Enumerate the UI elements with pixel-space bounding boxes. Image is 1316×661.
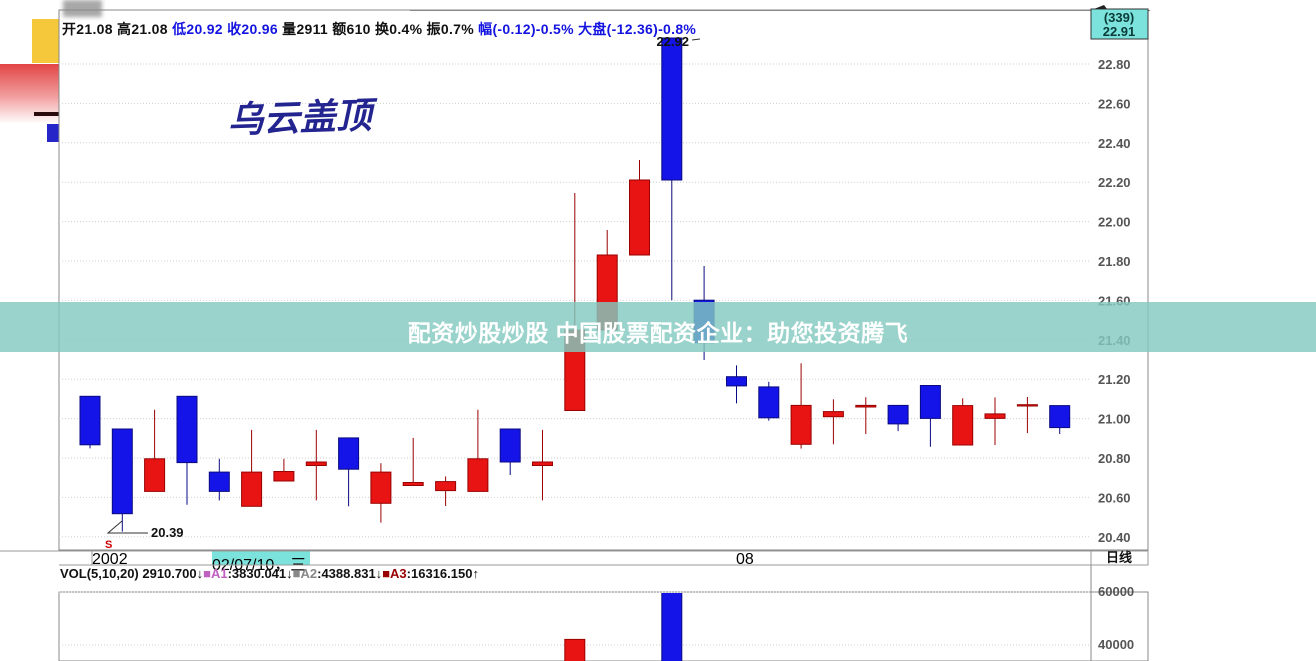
svg-text:22.91: 22.91 <box>1103 24 1136 39</box>
svg-text:22.00: 22.00 <box>1098 215 1131 230</box>
svg-text:22.40: 22.40 <box>1098 136 1131 151</box>
svg-text:22.20: 22.20 <box>1098 175 1131 190</box>
svg-text:22.80: 22.80 <box>1098 57 1131 72</box>
svg-text:20.60: 20.60 <box>1098 490 1131 505</box>
svg-text:60000: 60000 <box>1098 584 1134 599</box>
svg-text:乌云盖顶: 乌云盖顶 <box>227 94 379 140</box>
svg-text:40000: 40000 <box>1098 637 1134 652</box>
svg-text:20.80: 20.80 <box>1098 451 1131 466</box>
svg-text:(339): (339) <box>1104 10 1134 25</box>
svg-text:日线: 日线 <box>1106 550 1132 565</box>
svg-text:20.39: 20.39 <box>151 525 184 540</box>
svg-text:22.92: 22.92 <box>656 34 689 49</box>
svg-text:22.60: 22.60 <box>1098 96 1131 111</box>
svg-text:21.20: 21.20 <box>1098 372 1131 387</box>
svg-text:21.80: 21.80 <box>1098 254 1131 269</box>
svg-text:21.00: 21.00 <box>1098 412 1131 427</box>
svg-text:S: S <box>105 539 112 551</box>
svg-text:20.40: 20.40 <box>1098 530 1131 545</box>
